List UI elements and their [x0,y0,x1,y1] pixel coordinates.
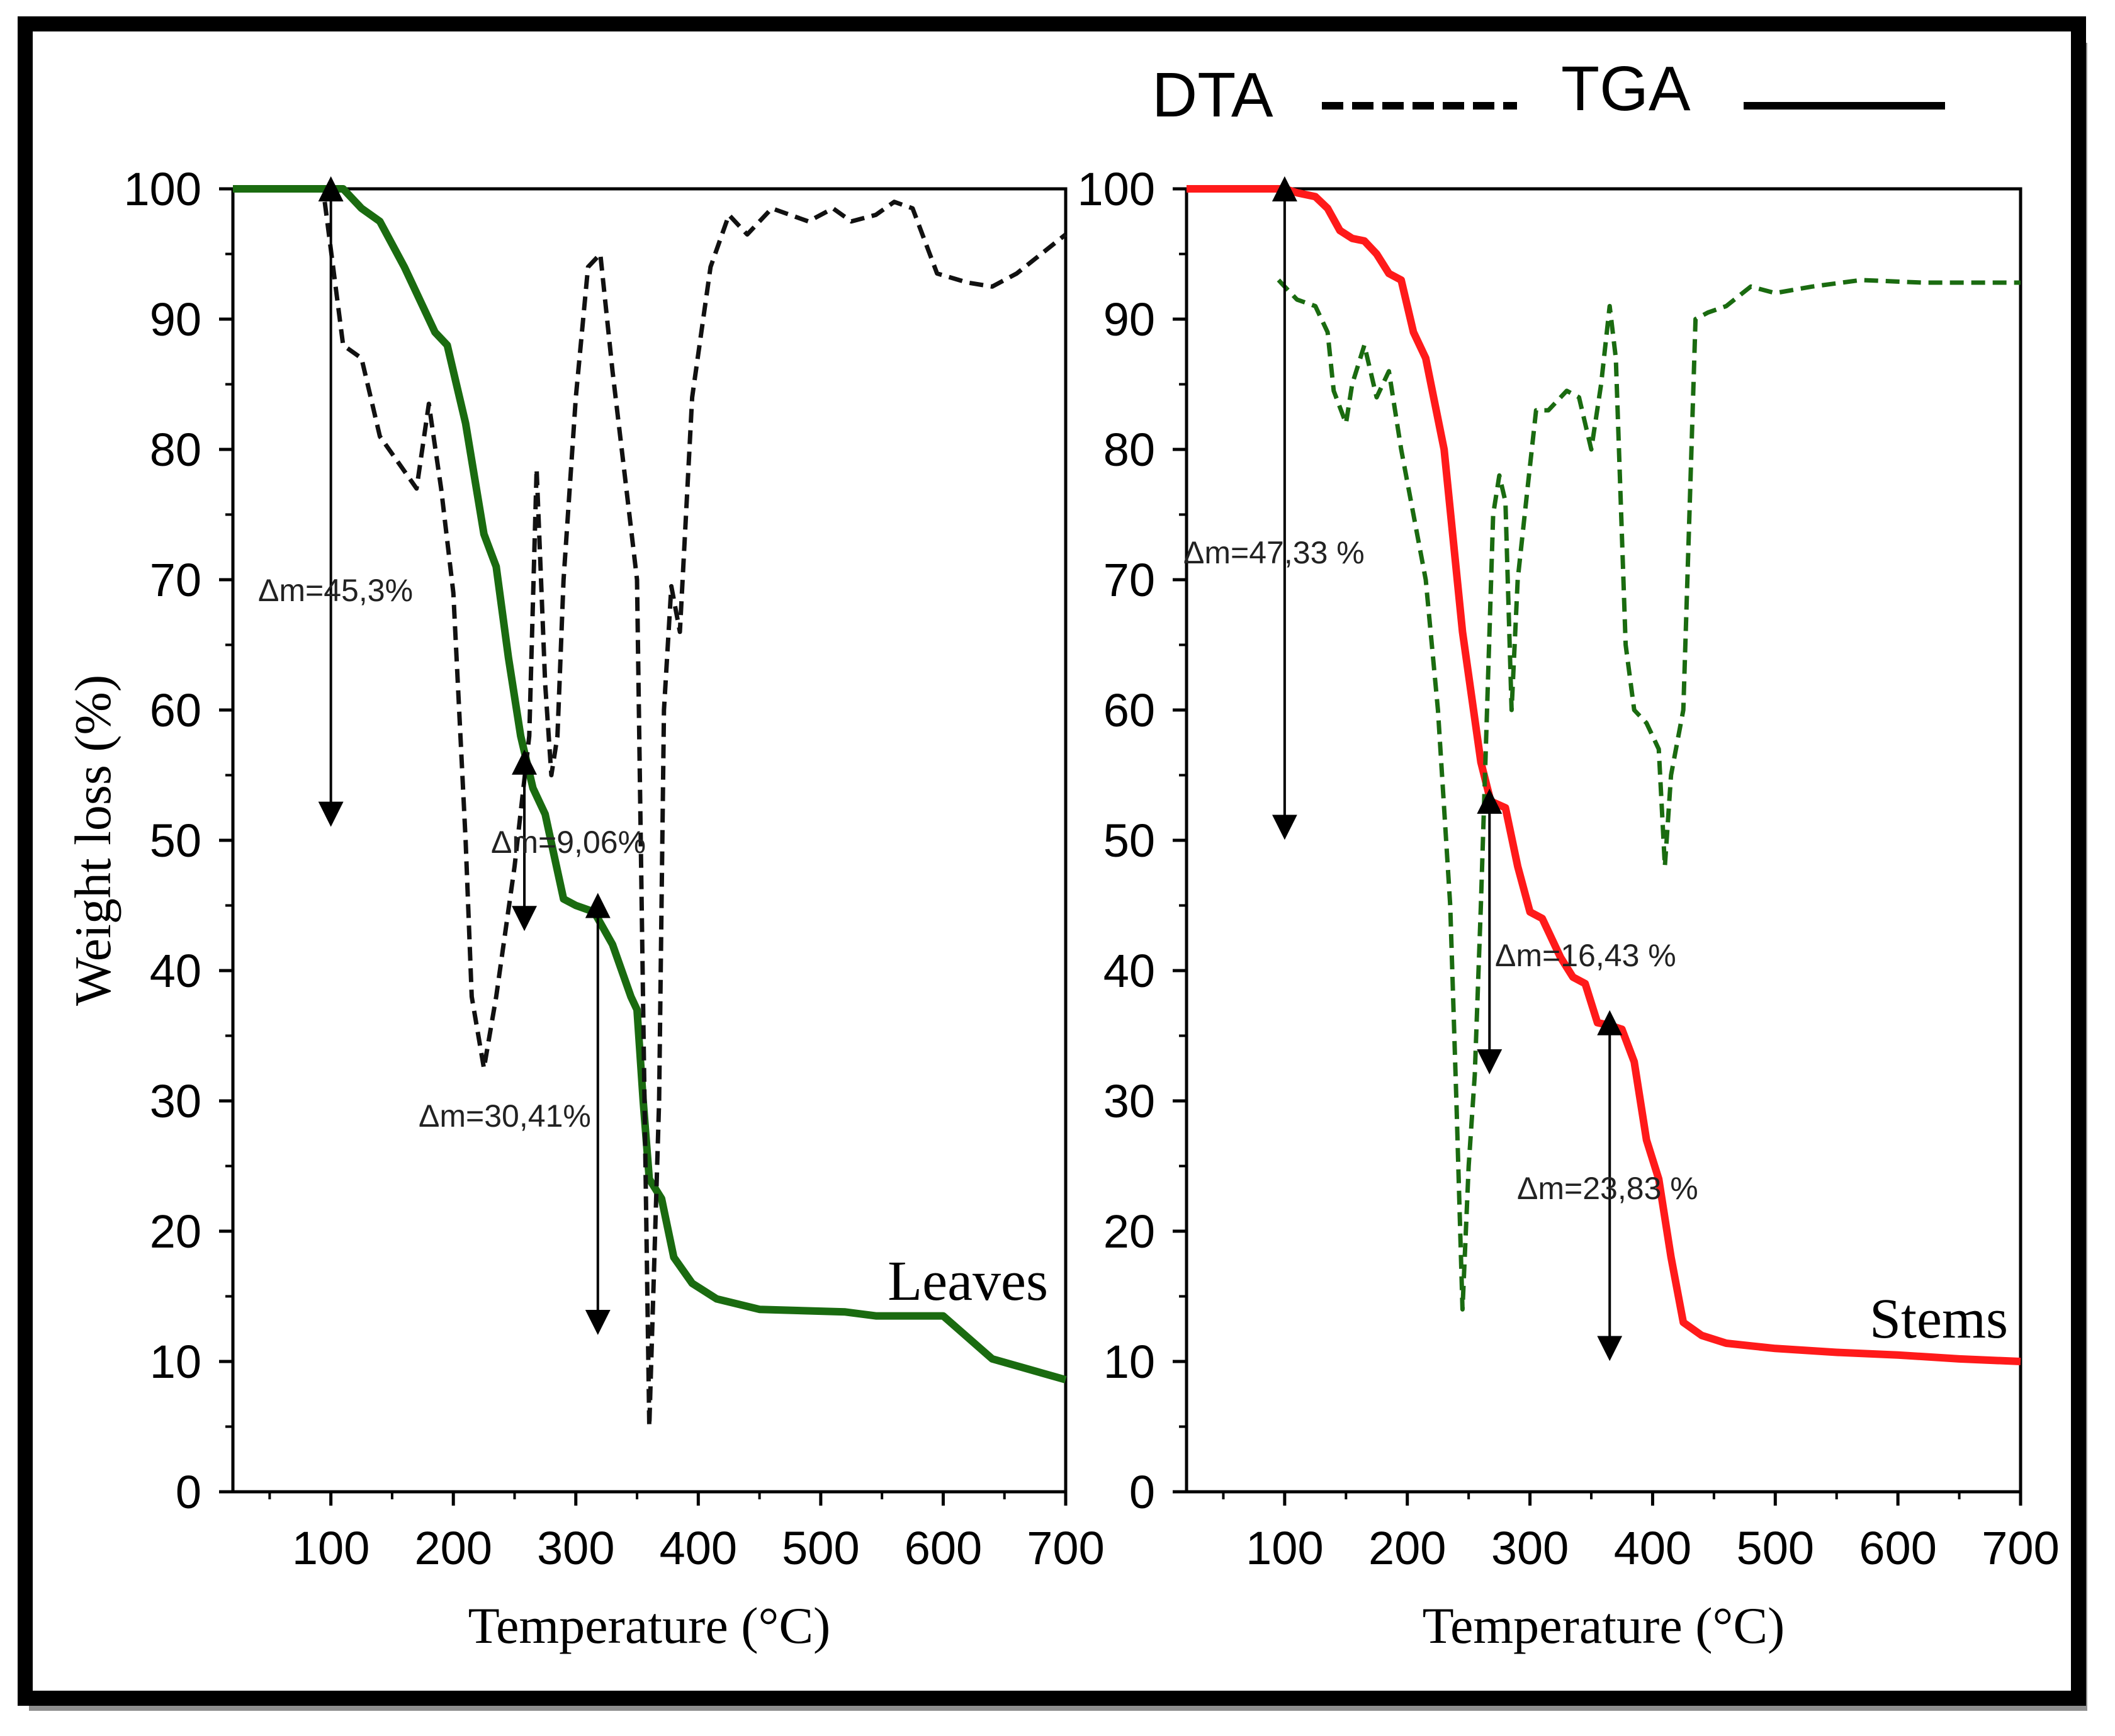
y-tick-label: 0 [1129,1466,1155,1518]
mass-loss-label: Δm=45,3% [258,573,413,608]
y-tick-label: 90 [1103,293,1155,346]
y-tick-label: 10 [1103,1336,1155,1388]
y-tick-label: 30 [150,1075,201,1127]
x-axis-label: Temperature (°C) [468,1597,831,1654]
x-tick-label: 200 [414,1522,492,1574]
legend: DTA TGA [1152,54,1945,130]
x-tick-label: 700 [1982,1522,2059,1574]
x-tick-label: 600 [905,1522,982,1574]
panel-title: Leaves [888,1250,1048,1312]
leaves-panel: 0 10 20 30 40 50 60 70 80 90 100 100 200 300 400 500 600… [64,163,1105,1654]
mass-loss-label: Δm=23,83 % [1517,1171,1698,1206]
y-tick-label: 90 [150,293,201,346]
mass-loss-label: Δm=30,41% [419,1098,591,1134]
legend-dta-label: DTA [1152,60,1273,130]
y-tick-label: 100 [124,163,201,215]
x-tick-label: 500 [1737,1522,1814,1574]
y-tick-label: 100 [1078,163,1155,215]
mass-loss-label: Δm=47,33 % [1183,535,1365,570]
x-tick-label: 400 [1614,1522,1691,1574]
frame-border [18,16,2086,1706]
y-tick-label: 70 [1103,554,1155,606]
x-tick-label: 100 [1246,1522,1323,1574]
y-tick-label: 70 [150,554,201,606]
y-tick-label: 80 [150,424,201,476]
stems-panel: 0 10 20 30 40 50 60 70 80 90 100 100 200 300 400 500 600… [1078,163,2060,1654]
y-tick-label: 0 [176,1466,201,1518]
mass-loss-label: Δm=9,06% [491,825,646,860]
x-tick-label: 100 [292,1522,369,1574]
mass-loss-label: Δm=16,43 % [1495,938,1676,973]
y-tick-label: 50 [1103,814,1155,867]
y-tick-label: 40 [150,945,201,997]
x-tick-label: 600 [1859,1522,1936,1574]
y-tick-label: 20 [150,1205,201,1258]
y-tick-label: 40 [1103,945,1155,997]
y-tick-label: 20 [1103,1205,1155,1258]
panel-title: Stems [1870,1288,2008,1350]
legend-tga-label: TGA [1561,54,1691,124]
dta-series-line [1277,278,2021,1312]
x-tick-label: 500 [782,1522,859,1574]
x-tick-label: 300 [1491,1522,1569,1574]
y-tick-label: 60 [150,684,201,736]
tga-series-line [1187,185,2021,1365]
y-tick-label: 50 [150,814,201,867]
x-tick-label: 300 [537,1522,614,1574]
dta-series-line [322,200,1068,1429]
x-tick-label: 700 [1027,1522,1104,1574]
x-tick-label: 200 [1368,1522,1446,1574]
x-tick-label: 400 [660,1522,737,1574]
y-tick-label: 10 [150,1336,201,1388]
y-tick-label: 60 [1103,684,1155,736]
tga-series-line [233,185,1067,1384]
y-tick-label: 80 [1103,424,1155,476]
y-axis-label: Weight loss (%) [64,675,121,1006]
y-tick-label: 30 [1103,1075,1155,1127]
x-axis-label: Temperature (°C) [1423,1597,1785,1654]
